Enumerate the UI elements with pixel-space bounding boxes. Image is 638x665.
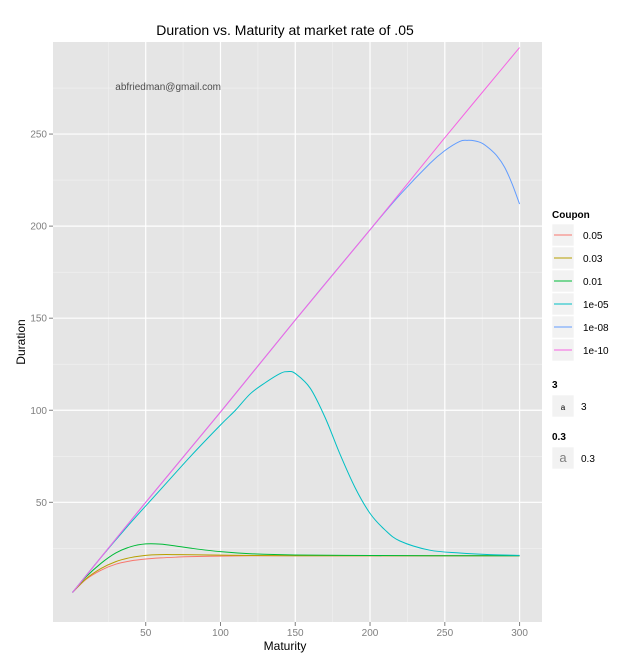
x-axis-ticks: 50 100 150 200 250 300 xyxy=(140,622,528,639)
major-gridlines xyxy=(53,42,542,622)
size-legend-title: 3 xyxy=(552,380,558,391)
legend-keys: 0.05 0.03 0.01 1e-05 1e-08 1e-10 xyxy=(551,223,609,362)
chart-title: Duration vs. Maturity at market rate of … xyxy=(156,22,414,38)
x-tick-label: 200 xyxy=(362,628,379,639)
size-legend-key-glyph: a xyxy=(559,450,567,465)
legend-label: 0.01 xyxy=(583,277,603,288)
plot-panel xyxy=(53,42,542,622)
y-axis-ticks: 50 100 150 200 250 xyxy=(30,130,53,509)
size-legend-key-glyph: a xyxy=(561,403,566,412)
series-lines xyxy=(72,47,521,593)
y-tick-label: 150 xyxy=(30,314,47,325)
x-tick-label: 250 xyxy=(436,628,453,639)
y-axis-title: Duration xyxy=(14,319,28,364)
size-legend-label: 0.3 xyxy=(581,454,595,465)
legend-label: 1e-08 xyxy=(583,323,609,334)
legend-label: 1e-10 xyxy=(583,346,609,357)
legend-label: 0.05 xyxy=(583,231,603,242)
y-tick-label: 100 xyxy=(30,406,47,417)
y-tick-label: 50 xyxy=(36,498,48,509)
y-tick-label: 250 xyxy=(30,130,47,141)
series-line-1e-10 xyxy=(72,47,520,593)
x-tick-label: 300 xyxy=(511,628,528,639)
y-tick-label: 200 xyxy=(30,222,47,233)
size-legend-title: 0.3 xyxy=(552,432,566,443)
legend-label: 1e-05 xyxy=(583,300,609,311)
legend-title: Coupon xyxy=(552,210,590,221)
size-legends: 3 a 3 0.3 a 0.3 xyxy=(551,380,595,470)
size-legend-key-box xyxy=(551,446,575,470)
x-tick-label: 150 xyxy=(287,628,304,639)
minor-gridlines xyxy=(53,42,542,622)
size-legend-key-box xyxy=(551,394,575,418)
size-legend-label: 3 xyxy=(581,402,587,413)
series-line-0.01 xyxy=(72,543,520,593)
legend-label: 0.03 xyxy=(583,254,603,265)
x-tick-label: 100 xyxy=(212,628,229,639)
watermark-annotation: abfriedman@gmail.com xyxy=(115,82,221,93)
series-line-1e-05 xyxy=(72,370,520,593)
x-tick-label: 50 xyxy=(140,628,152,639)
x-axis-title: Maturity xyxy=(264,639,307,653)
legend: Coupon 0.05 0.03 0.01 1e-05 1e-08 1e-10 3 a 3 0.… xyxy=(551,210,609,470)
